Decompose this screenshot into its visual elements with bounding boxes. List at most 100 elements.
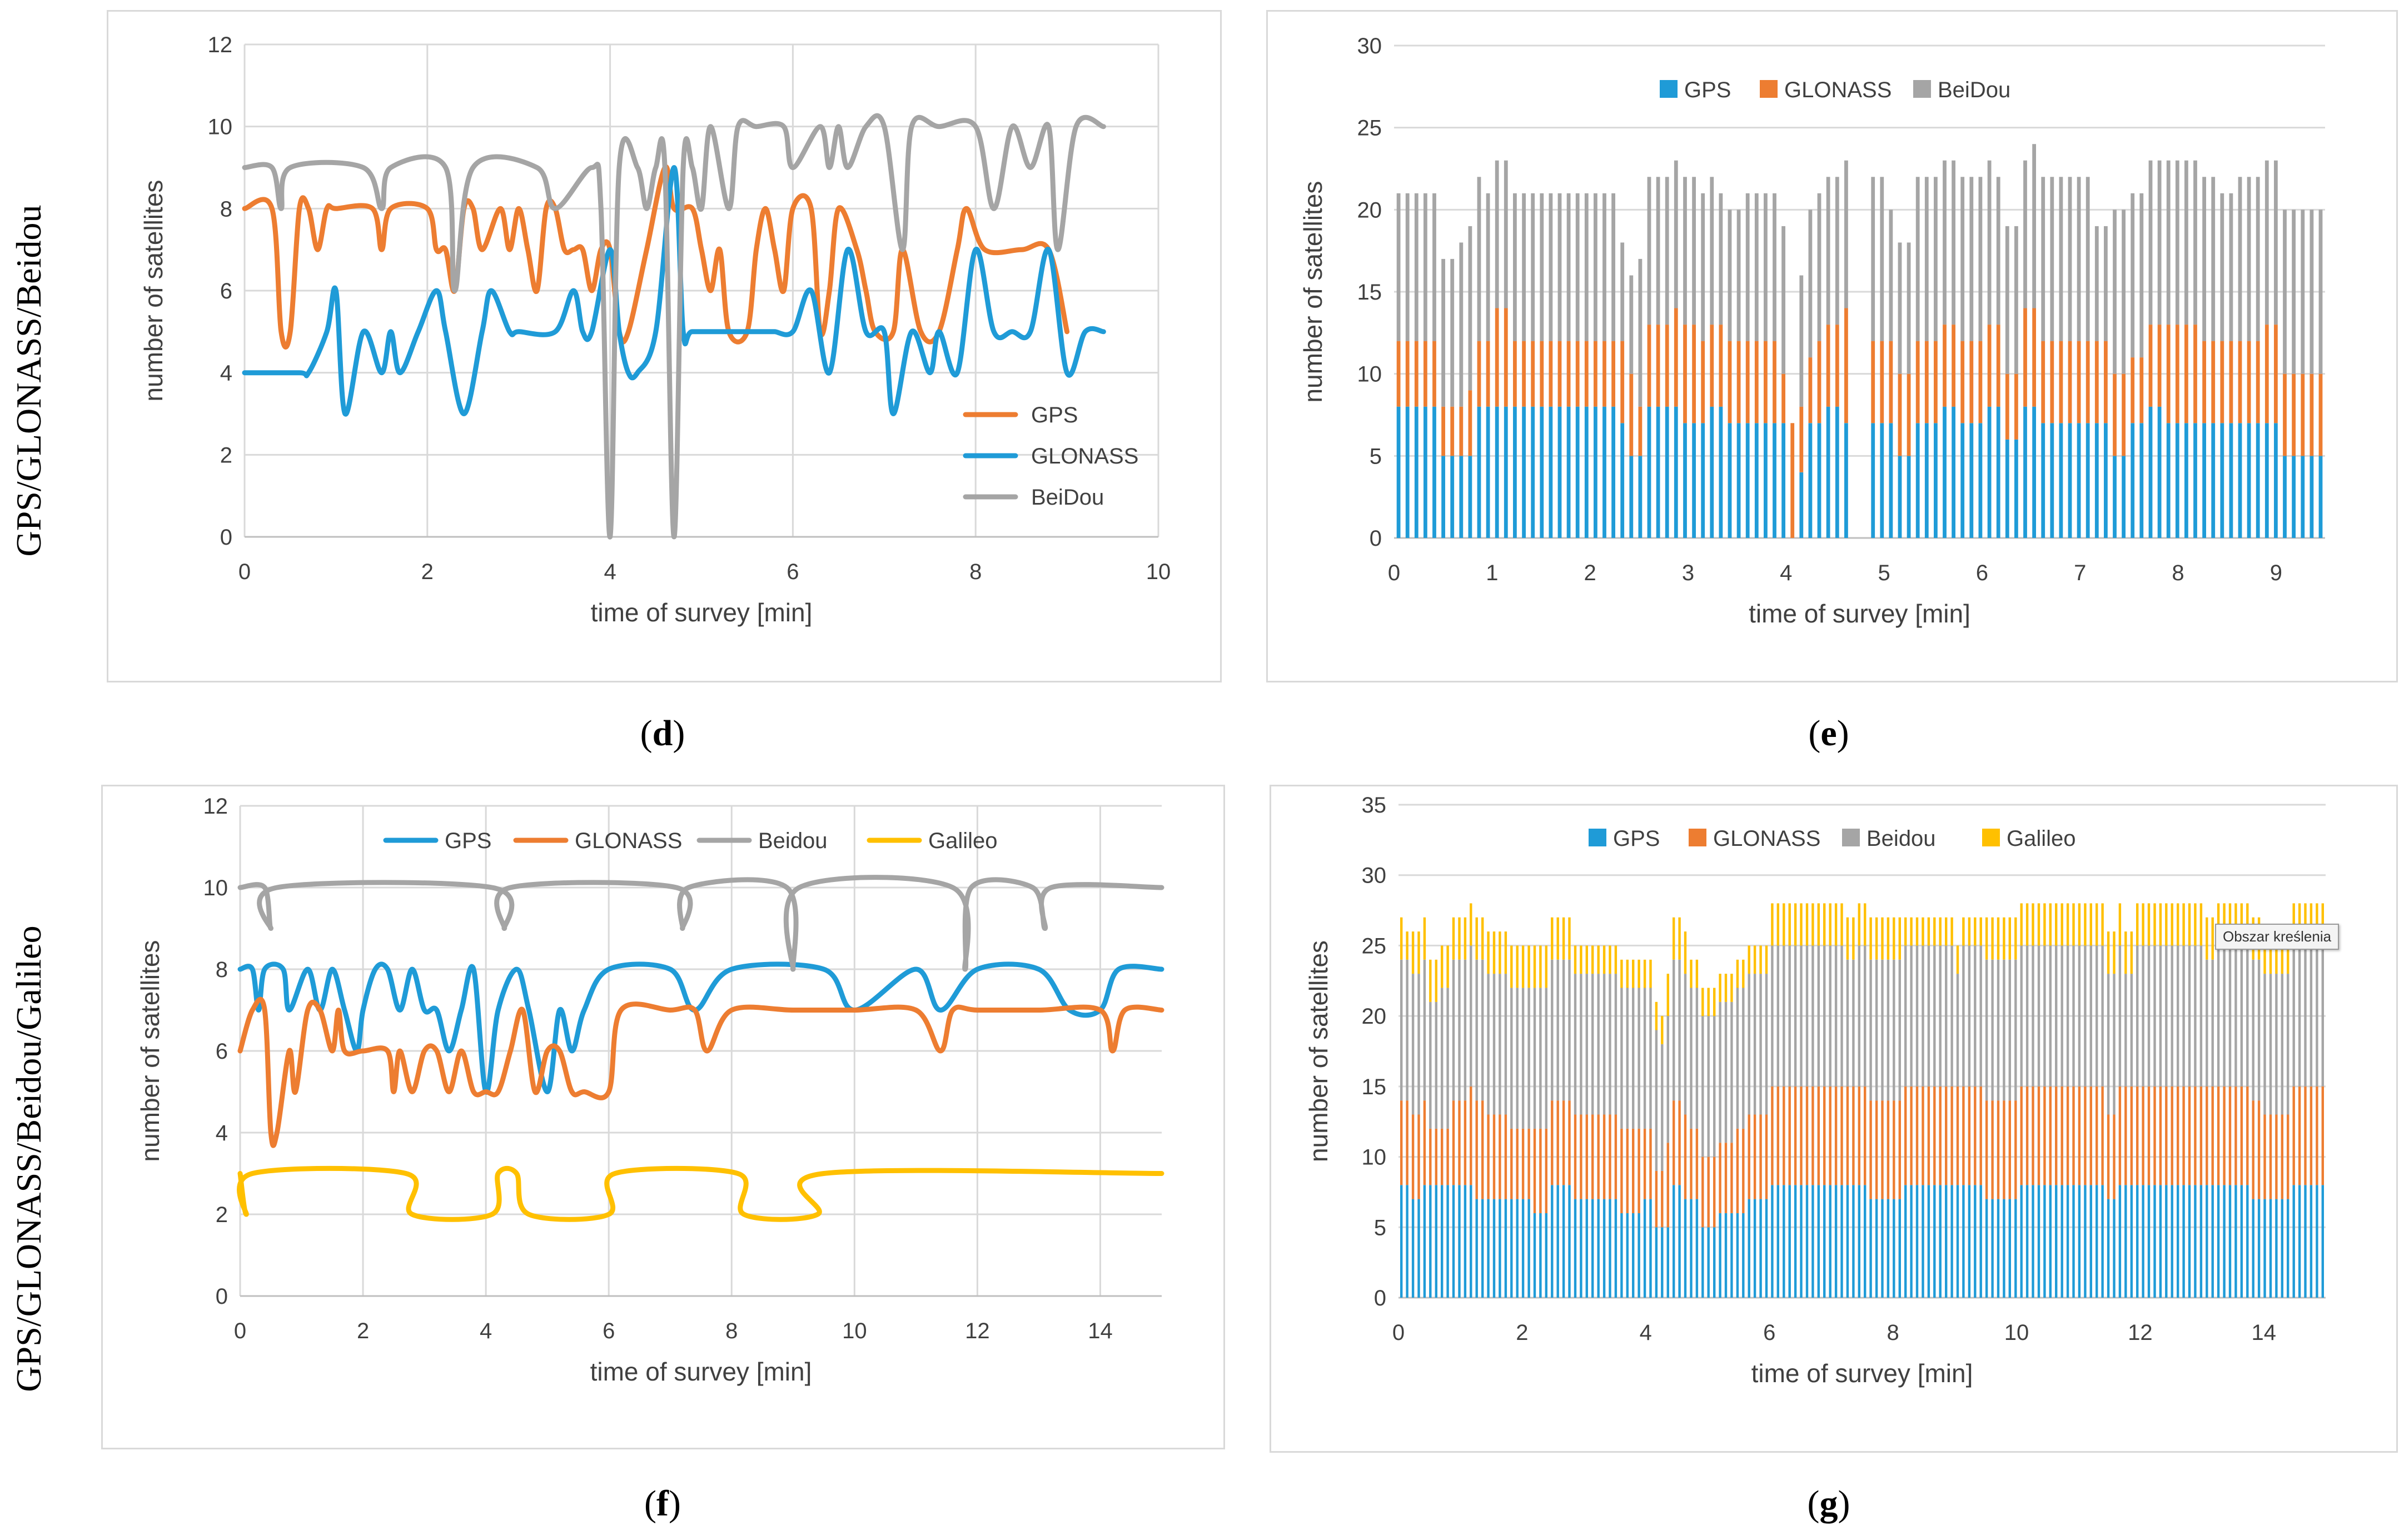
chart-g-bar-glonass-19 bbox=[1510, 1128, 1513, 1199]
chart-e-bar-beidou-50 bbox=[1844, 160, 1848, 308]
chart-g-bar-beidou-12 bbox=[1470, 945, 1472, 1087]
chart-g-bar-gps-32 bbox=[1585, 1199, 1588, 1298]
chart-g-bar-galileo-3 bbox=[1417, 931, 1420, 974]
chart-e-bar-gps-10 bbox=[1486, 406, 1490, 538]
chart-g-bar-beidou-61 bbox=[1753, 974, 1756, 1115]
chart-g-bar-glonass-110 bbox=[2037, 1086, 2040, 1185]
chart-g-bar-gps-31 bbox=[1580, 1199, 1582, 1298]
chart-e-bar-glonass-47 bbox=[1817, 341, 1821, 423]
chart-g-bar-beidou-14 bbox=[1481, 959, 1484, 1101]
chart-g-bar-gps-63 bbox=[1765, 1199, 1768, 1298]
chart-g-bar-beidou-114 bbox=[2060, 945, 2063, 1087]
chart-g-bar-galileo-77 bbox=[1846, 917, 1849, 960]
chart-g-bar-galileo-31 bbox=[1580, 945, 1582, 974]
chart-e: 0 5 10 15 20 25 30 0 1 2 3 4 5 6 7 8 9 time of survey [mi… bbox=[1298, 34, 2325, 628]
chart-g-bar-galileo-89 bbox=[1915, 917, 1919, 946]
chart-g-bar-beidou-52 bbox=[1701, 1016, 1704, 1157]
chart-g-bar-galileo-28 bbox=[1562, 917, 1565, 960]
chart-e-bar-gps-1 bbox=[1405, 406, 1410, 538]
chart-g-bar-galileo-123 bbox=[2113, 931, 2116, 974]
chart-g-y-axis-title: number of satellites bbox=[1304, 940, 1333, 1162]
chart-g-ytick-label-30: 30 bbox=[1362, 864, 1387, 888]
chart-e-bar-beidou-3 bbox=[1424, 193, 1427, 341]
chart-e-bar-glonass-83 bbox=[2139, 357, 2144, 423]
chart-e-bar-glonass-31 bbox=[1674, 308, 1678, 407]
chart-e-bar-beidou-56 bbox=[1898, 242, 1902, 374]
chart-e-bar-glonass-30 bbox=[1665, 325, 1669, 407]
chart-g-bar-beidou-129 bbox=[2147, 945, 2151, 1087]
chart-e-xtick-label-2: 2 bbox=[1584, 561, 1596, 585]
chart-g-xtick-label-8: 8 bbox=[1887, 1320, 1899, 1345]
chart-e-bar-gps-25 bbox=[1620, 423, 1625, 538]
chart-g-bar-glonass-84 bbox=[1887, 1100, 1890, 1199]
chart-e-bar-glonass-61 bbox=[1943, 325, 1947, 407]
chart-g-bar-galileo-150 bbox=[2269, 931, 2272, 974]
chart-g-bar-gps-18 bbox=[1504, 1199, 1507, 1298]
chart-g-bar-gps-20 bbox=[1516, 1199, 1519, 1298]
chart-e-bar-gps-47 bbox=[1817, 423, 1821, 538]
chart-g-bar-galileo-29 bbox=[1568, 917, 1571, 960]
chart-g-bar-beidou-93 bbox=[1939, 945, 1942, 1087]
chart-e-bar-gps-78 bbox=[2094, 423, 2099, 538]
chart-g-bar-gps-100 bbox=[1979, 1185, 1982, 1298]
chart-e-xtick-label-7: 7 bbox=[2074, 561, 2086, 585]
chart-f-series-glonass bbox=[237, 996, 1164, 1148]
chart-e-bar-glonass-82 bbox=[2131, 357, 2135, 423]
chart-g-bar-beidou-155 bbox=[2298, 945, 2301, 1087]
chart-g-bar-gps-25 bbox=[1545, 1213, 1547, 1298]
chart-g-bar-glonass-103 bbox=[1997, 1100, 2000, 1199]
chart-g-bar-beidou-47 bbox=[1673, 959, 1675, 1101]
chart-g-bar-galileo-120 bbox=[2096, 903, 2098, 946]
chart-g-bar-beidou-55 bbox=[1719, 1001, 1721, 1143]
chart-g-bar-beidou-56 bbox=[1724, 1001, 1728, 1143]
chart-g-bar-galileo-111 bbox=[2043, 903, 2046, 946]
chart-g-bar-galileo-93 bbox=[1939, 917, 1942, 946]
chart-g-bar-glonass-154 bbox=[2292, 1086, 2295, 1185]
chart-g-bar-glonass-122 bbox=[2107, 1114, 2110, 1199]
chart-g-bar-galileo-9 bbox=[1452, 917, 1455, 960]
chart-g-bar-beidou-66 bbox=[1783, 945, 1785, 1087]
chart-e-bar-glonass-39 bbox=[1745, 341, 1750, 423]
chart-e-bar-beidou-89 bbox=[2193, 160, 2197, 325]
chart-g-bar-gps-83 bbox=[1881, 1199, 1884, 1298]
chart-e-ytick-label-30: 30 bbox=[1357, 34, 1382, 58]
chart-g-bar-glonass-96 bbox=[1956, 1086, 1959, 1185]
chart-g-bar-beidou-82 bbox=[1875, 959, 1878, 1101]
chart-e-bar-glonass-50 bbox=[1844, 308, 1848, 423]
chart-g-bar-gps-70 bbox=[1805, 1185, 1809, 1298]
chart-e-bar-gps-96 bbox=[2256, 423, 2260, 538]
chart-e-ytick-label-10: 10 bbox=[1357, 362, 1382, 387]
chart-e-bar-glonass-44 bbox=[1790, 423, 1795, 538]
chart-e-bar-glonass-41 bbox=[1764, 341, 1768, 423]
chart-g-bar-gps-57 bbox=[1730, 1213, 1733, 1298]
chart-e-bar-gps-89 bbox=[2193, 423, 2197, 538]
chart-g-xtick-label-0: 0 bbox=[1392, 1320, 1405, 1345]
chart-g-bar-gps-4 bbox=[1423, 1185, 1426, 1298]
chart-e-bar-glonass-60 bbox=[1934, 341, 1938, 423]
chart-e-bar-beidou-64 bbox=[1969, 177, 1974, 341]
chart-g-bar-galileo-66 bbox=[1783, 903, 1785, 946]
chart-e-legend-label-beidou: BeiDou bbox=[1938, 78, 2010, 102]
chart-d-ytick-label-10: 10 bbox=[208, 115, 233, 139]
chart-g-bar-galileo-12 bbox=[1470, 903, 1472, 946]
chart-e-legend-swatch-glonass bbox=[1760, 80, 1778, 98]
chart-g-bar-glonass-67 bbox=[1788, 1086, 1791, 1185]
chart-e-bar-beidou-17 bbox=[1549, 193, 1553, 341]
chart-g-bar-gps-136 bbox=[2188, 1185, 2191, 1298]
chart-f-xtick-label-8: 8 bbox=[725, 1319, 738, 1343]
chart-g-bar-galileo-59 bbox=[1742, 959, 1745, 988]
chart-g-bar-beidou-28 bbox=[1562, 959, 1565, 1101]
chart-g-bar-beidou-132 bbox=[2165, 945, 2168, 1087]
chart-e-bar-beidou-47 bbox=[1817, 193, 1821, 341]
chart-g-bar-galileo-38 bbox=[1620, 959, 1623, 988]
chart-f-legend-label-gps: GPS bbox=[445, 829, 491, 853]
chart-g-bar-gps-9 bbox=[1452, 1185, 1455, 1298]
chart-e-xtick-label-5: 5 bbox=[1878, 561, 1890, 585]
chart-e-bar-glonass-7 bbox=[1459, 406, 1464, 456]
chart-e-bar-gps-7 bbox=[1459, 456, 1464, 538]
chart-e-bar-beidou-31 bbox=[1674, 160, 1678, 308]
chart-e-bar-gps-61 bbox=[1943, 406, 1947, 538]
chart-e-bar-beidou-42 bbox=[1773, 193, 1776, 341]
chart-g-bar-glonass-114 bbox=[2060, 1086, 2063, 1185]
chart-g-bar-beidou-147 bbox=[2252, 959, 2254, 1101]
